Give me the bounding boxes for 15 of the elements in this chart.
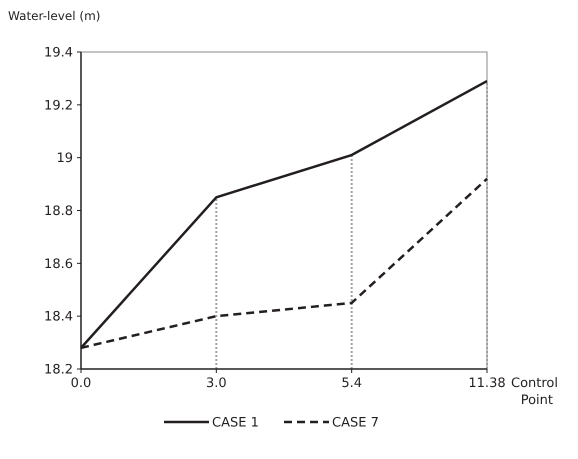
y-tick-label: 19 xyxy=(56,151,73,166)
legend-label: CASE 1 xyxy=(212,416,259,431)
y-tick-label: 19.4 xyxy=(44,46,73,61)
y-tick-label: 18.8 xyxy=(44,204,73,220)
y-tick-label: 18.2 xyxy=(44,362,73,378)
x-tick-label: 0.0 xyxy=(70,376,92,391)
x-tick-label: 5.4 xyxy=(341,376,362,391)
x-tick-label: 11.38 xyxy=(468,376,506,391)
y-tick-label: 18.6 xyxy=(44,256,73,272)
legend-label: CASE 7 xyxy=(332,416,379,431)
y-tick-label: 19.2 xyxy=(44,98,73,114)
x-axis-title: Control Point xyxy=(511,376,558,408)
y-tick-label: 18.4 xyxy=(44,310,73,325)
y-axis-title: Water-level (m) xyxy=(8,9,100,23)
x-tick-label: 3.0 xyxy=(206,376,227,391)
